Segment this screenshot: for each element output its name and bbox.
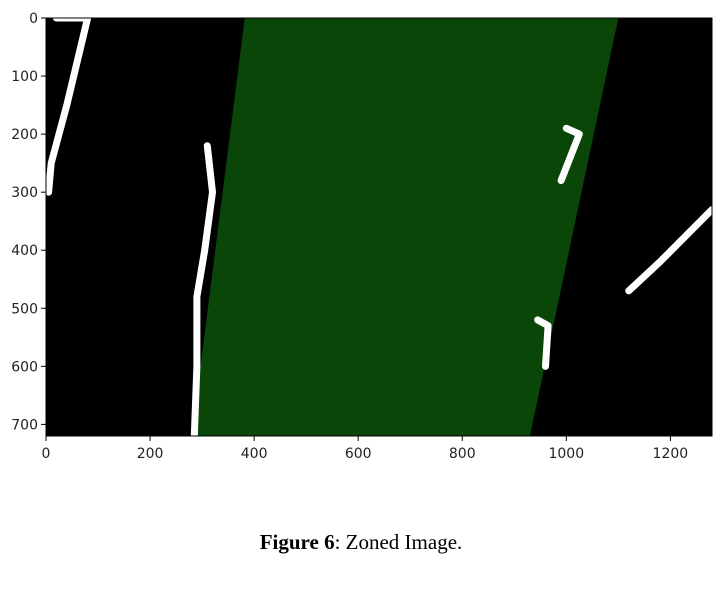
x-tick-label: 0 — [42, 446, 51, 462]
figure-caption: Figure 6: Zoned Image. — [0, 530, 722, 555]
x-tick-label: 1000 — [548, 446, 584, 462]
lane-zone-fill — [191, 18, 619, 436]
x-tick-label: 800 — [449, 446, 476, 462]
zoned-image-figure: 0 200 400 600 800 1000 1200 0 100 200 300 400 500 60… — [11, 11, 716, 462]
y-tick-label: 400 — [11, 243, 38, 259]
x-tick-label: 1200 — [653, 446, 689, 462]
right-dash-upper — [557, 124, 583, 185]
y-tick-label: 600 — [11, 359, 38, 375]
y-tick-label: 100 — [11, 69, 38, 85]
x-axis: 0 200 400 600 800 1000 1200 — [42, 436, 689, 462]
right-dash-lower — [534, 316, 552, 370]
y-tick-label: 300 — [11, 185, 38, 201]
y-tick-label: 700 — [11, 417, 38, 433]
x-tick-label: 600 — [345, 446, 372, 462]
y-tick-label: 0 — [29, 11, 38, 27]
left-lane-line — [190, 142, 216, 440]
y-axis: 0 100 200 300 400 500 600 700 — [11, 11, 46, 433]
plot-area — [45, 14, 716, 440]
figure-caption-text: : Zoned Image. — [334, 530, 463, 554]
y-tick-label: 500 — [11, 301, 38, 317]
plot-frame — [45, 17, 713, 437]
y-tick-label: 200 — [11, 127, 38, 143]
figure-label: Figure 6 — [259, 530, 335, 554]
x-tick-label: 200 — [137, 446, 164, 462]
right-edge-marking — [625, 206, 716, 295]
x-tick-label: 400 — [241, 446, 268, 462]
